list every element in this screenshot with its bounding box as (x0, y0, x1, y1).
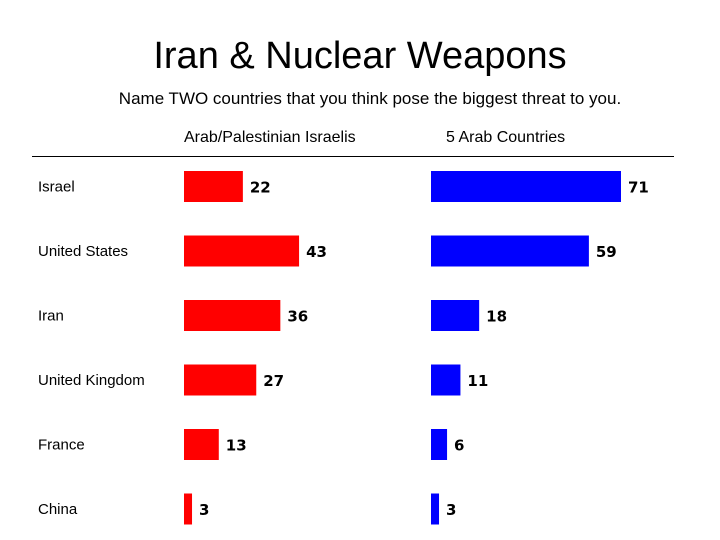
value-label-5-arab-countries-iran: 18 (486, 308, 507, 326)
bar-5-arab-countries-israel (431, 171, 621, 202)
category-label-united-kingdom: United Kingdom (38, 372, 145, 389)
chart-title: Iran & Nuclear Weapons (153, 35, 567, 77)
value-label-5-arab-countries-united-states: 59 (596, 243, 617, 261)
value-label-arab-palestinian-israelis-united-states: 43 (306, 243, 327, 261)
value-label-arab-palestinian-israelis-china: 3 (199, 501, 209, 519)
category-label-iran: Iran (38, 308, 64, 325)
series-header-5-arab-countries: 5 Arab Countries (446, 129, 566, 146)
chart-subtitle: Name TWO countries that you think pose t… (118, 89, 622, 108)
value-label-5-arab-countries-china: 3 (446, 501, 456, 519)
series-header-arab-palestinian-israelis: Arab/Palestinian Israelis (184, 129, 356, 146)
bar-arab-palestinian-israelis-israel (184, 171, 243, 202)
bar-5-arab-countries-united-kingdom (431, 364, 461, 396)
bar-arab-palestinian-israelis-united-states (184, 235, 300, 267)
bar-5-arab-countries-france (431, 429, 448, 460)
bar-5-arab-countries-china (431, 493, 440, 525)
value-label-5-arab-countries-united-kingdom: 11 (467, 372, 488, 390)
bar-arab-palestinian-israelis-china (184, 493, 193, 525)
bar-5-arab-countries-iran (431, 300, 480, 331)
bar-arab-palestinian-israelis-united-kingdom (184, 364, 257, 396)
bar-5-arab-countries-united-states (431, 235, 589, 267)
value-label-5-arab-countries-france: 6 (454, 437, 464, 455)
category-label-israel: Israel (38, 179, 75, 196)
category-label-china: China (38, 501, 78, 518)
bar-arab-palestinian-israelis-france (184, 429, 219, 460)
value-label-arab-palestinian-israelis-france: 13 (226, 437, 247, 455)
category-label-france: France (38, 437, 85, 454)
value-label-5-arab-countries-israel: 71 (628, 179, 649, 197)
bar-arab-palestinian-israelis-iran (184, 300, 281, 331)
value-label-arab-palestinian-israelis-united-kingdom: 27 (263, 372, 284, 390)
category-label-united-states: United States (38, 243, 128, 260)
value-label-arab-palestinian-israelis-iran: 36 (287, 308, 308, 326)
value-label-arab-palestinian-israelis-israel: 22 (250, 179, 271, 197)
header-divider (32, 156, 674, 157)
